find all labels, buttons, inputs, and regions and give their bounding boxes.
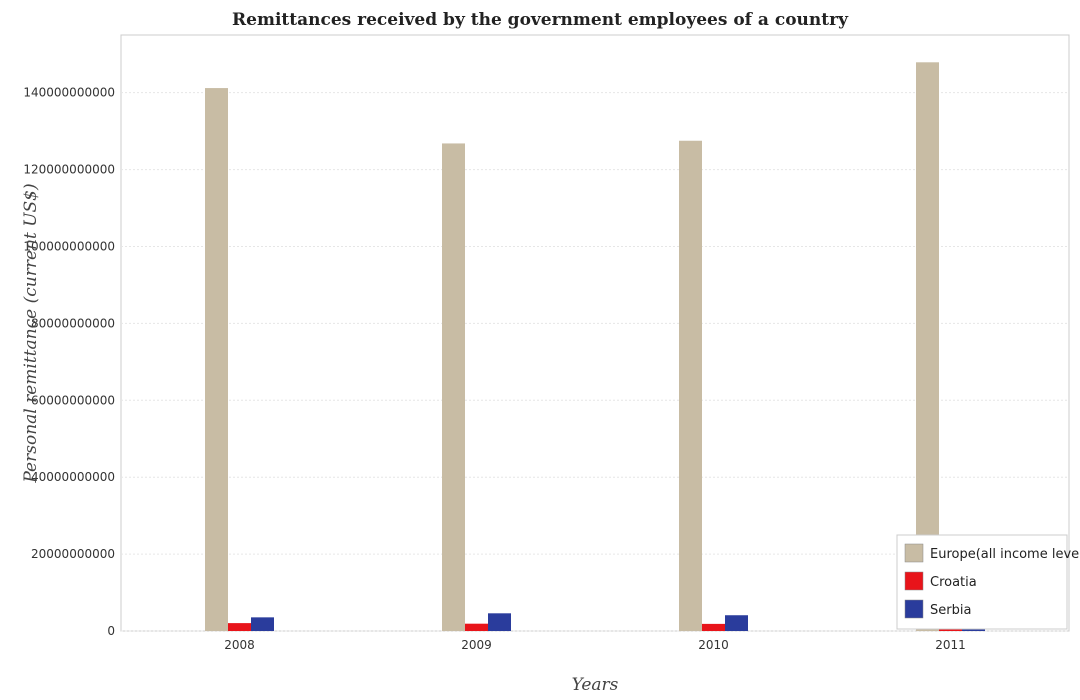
x-tick-label: 2009 bbox=[461, 638, 492, 652]
y-tick-label: 80000000000 bbox=[31, 316, 115, 330]
bar bbox=[725, 615, 748, 631]
bar bbox=[465, 623, 488, 631]
y-tick-labels: 0 20000000000 40000000000 60000000000 800000… bbox=[23, 86, 115, 638]
bar bbox=[679, 140, 702, 631]
y-tick-label: 40000000000 bbox=[31, 470, 115, 484]
x-tick-labels: 2008 2009 2010 2011 bbox=[224, 638, 966, 652]
y-axis-label: Personal remittance (current US$) bbox=[21, 183, 41, 483]
legend: Europe(all income levels) Croatia Serbia bbox=[896, 534, 1080, 630]
bar bbox=[702, 623, 725, 631]
bar bbox=[916, 62, 939, 631]
legend-swatch bbox=[904, 543, 924, 563]
bar bbox=[251, 617, 274, 631]
y-tick-label: 140000000000 bbox=[23, 86, 115, 100]
grid bbox=[121, 92, 1069, 632]
y-tick-label: 60000000000 bbox=[31, 393, 115, 407]
x-axis-label: Years bbox=[572, 675, 619, 695]
bar bbox=[228, 623, 251, 631]
bar bbox=[442, 143, 465, 632]
bar bbox=[205, 88, 228, 631]
chart-title: Remittances received by the government e… bbox=[232, 10, 849, 30]
legend-swatch bbox=[904, 599, 924, 619]
plot-area bbox=[120, 34, 1070, 632]
y-tick-label: 100000000000 bbox=[23, 239, 115, 253]
x-tick-label: 2010 bbox=[698, 638, 729, 652]
bar bbox=[488, 613, 511, 631]
legend-box bbox=[896, 534, 1068, 630]
legend-label: Croatia bbox=[930, 575, 977, 590]
x-tick-label: 2008 bbox=[224, 638, 255, 652]
y-tick-label: 20000000000 bbox=[31, 547, 115, 561]
legend-label: Serbia bbox=[930, 603, 971, 618]
x-tick-label: 2011 bbox=[935, 638, 966, 652]
y-tick-label: 120000000000 bbox=[23, 163, 115, 177]
legend-swatch bbox=[904, 571, 924, 591]
legend-label: Europe(all income levels) bbox=[930, 547, 1080, 562]
y-tick-label: 0 bbox=[107, 624, 115, 638]
